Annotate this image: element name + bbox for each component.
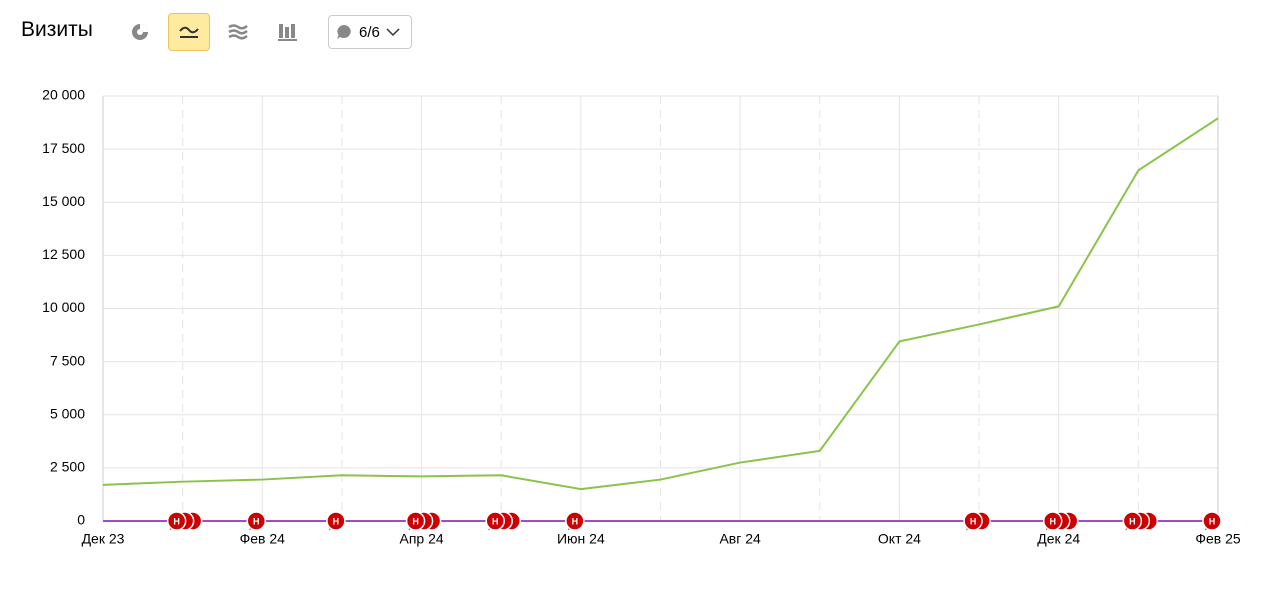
y-tick-label: 20 000 bbox=[42, 87, 85, 103]
x-tick-label: Фев 24 bbox=[240, 531, 286, 547]
y-tick-label: 10 000 bbox=[42, 299, 85, 315]
y-tick-label: 0 bbox=[77, 512, 85, 528]
marker-label: Н bbox=[572, 516, 579, 526]
marker-label: Н bbox=[492, 516, 499, 526]
y-tick-label: 5 000 bbox=[50, 405, 85, 421]
icon bbox=[179, 26, 199, 38]
marker-circle bbox=[166, 511, 187, 531]
annotation-marker: Н bbox=[1122, 511, 1159, 534]
report-title: Визиты bbox=[21, 18, 93, 41]
marker-label: Н bbox=[173, 516, 180, 526]
marker-label: Н bbox=[412, 516, 419, 526]
icon bbox=[132, 24, 148, 40]
marker-circle bbox=[326, 511, 346, 531]
icon bbox=[228, 24, 248, 40]
annotation-marker: Н bbox=[246, 511, 267, 534]
y-tick-label: 2 500 bbox=[50, 459, 85, 475]
x-tick-label: Фев 25 bbox=[1195, 531, 1241, 547]
x-tick-label: Окт 24 bbox=[878, 531, 921, 547]
marker-label: Н bbox=[1209, 516, 1216, 526]
marker-label: Н bbox=[253, 516, 260, 526]
series-line bbox=[102, 117, 1219, 491]
marker-circle bbox=[246, 511, 267, 531]
y-tick-label: 7 500 bbox=[50, 352, 85, 368]
marker-label: Н bbox=[1049, 516, 1056, 526]
chevron bbox=[386, 28, 400, 37]
marker-circle bbox=[1122, 511, 1143, 531]
annotation-marker: Н bbox=[166, 511, 203, 534]
x-tick-label: Июн 24 bbox=[557, 531, 605, 547]
marker-circle bbox=[1202, 511, 1222, 531]
annotation-marker: Н bbox=[963, 511, 991, 534]
marker-label: Н bbox=[970, 516, 977, 526]
x-tick-label: Дек 24 bbox=[1037, 531, 1080, 547]
line-chart-button[interactable] bbox=[168, 13, 210, 51]
y-tick-label: 12 500 bbox=[42, 246, 85, 262]
x-tick-label: Апр 24 bbox=[399, 531, 443, 547]
marker-circle bbox=[1042, 511, 1063, 531]
pie-chart-button[interactable] bbox=[119, 13, 161, 51]
marker-circle bbox=[963, 511, 983, 531]
comments-dropdown[interactable]: 6/6 bbox=[328, 15, 412, 49]
area-chart-button[interactable] bbox=[217, 13, 259, 51]
bar-chart-button[interactable] bbox=[267, 13, 309, 51]
x-tick-label: Дек 23 bbox=[82, 531, 125, 547]
annotation-marker: Н bbox=[1202, 511, 1222, 534]
marker-circle bbox=[565, 511, 585, 531]
annotation-marker: Н bbox=[485, 511, 521, 534]
marker-circle bbox=[405, 511, 426, 531]
annotation-marker: Н bbox=[326, 511, 346, 534]
icon bbox=[337, 25, 351, 39]
y-tick-label: 15 000 bbox=[42, 193, 85, 209]
annotation-marker: Н bbox=[1042, 511, 1079, 534]
x-tick-label: Авг 24 bbox=[719, 531, 761, 547]
marker-label: Н bbox=[1129, 516, 1136, 526]
marker-label: Н bbox=[333, 516, 340, 526]
marker-circle bbox=[485, 511, 505, 531]
comments-count: 6/6 bbox=[359, 23, 380, 41]
icon bbox=[278, 24, 297, 41]
y-tick-label: 17 500 bbox=[42, 140, 85, 156]
annotation-marker: Н bbox=[405, 511, 442, 534]
annotation-marker: Н bbox=[565, 511, 585, 534]
